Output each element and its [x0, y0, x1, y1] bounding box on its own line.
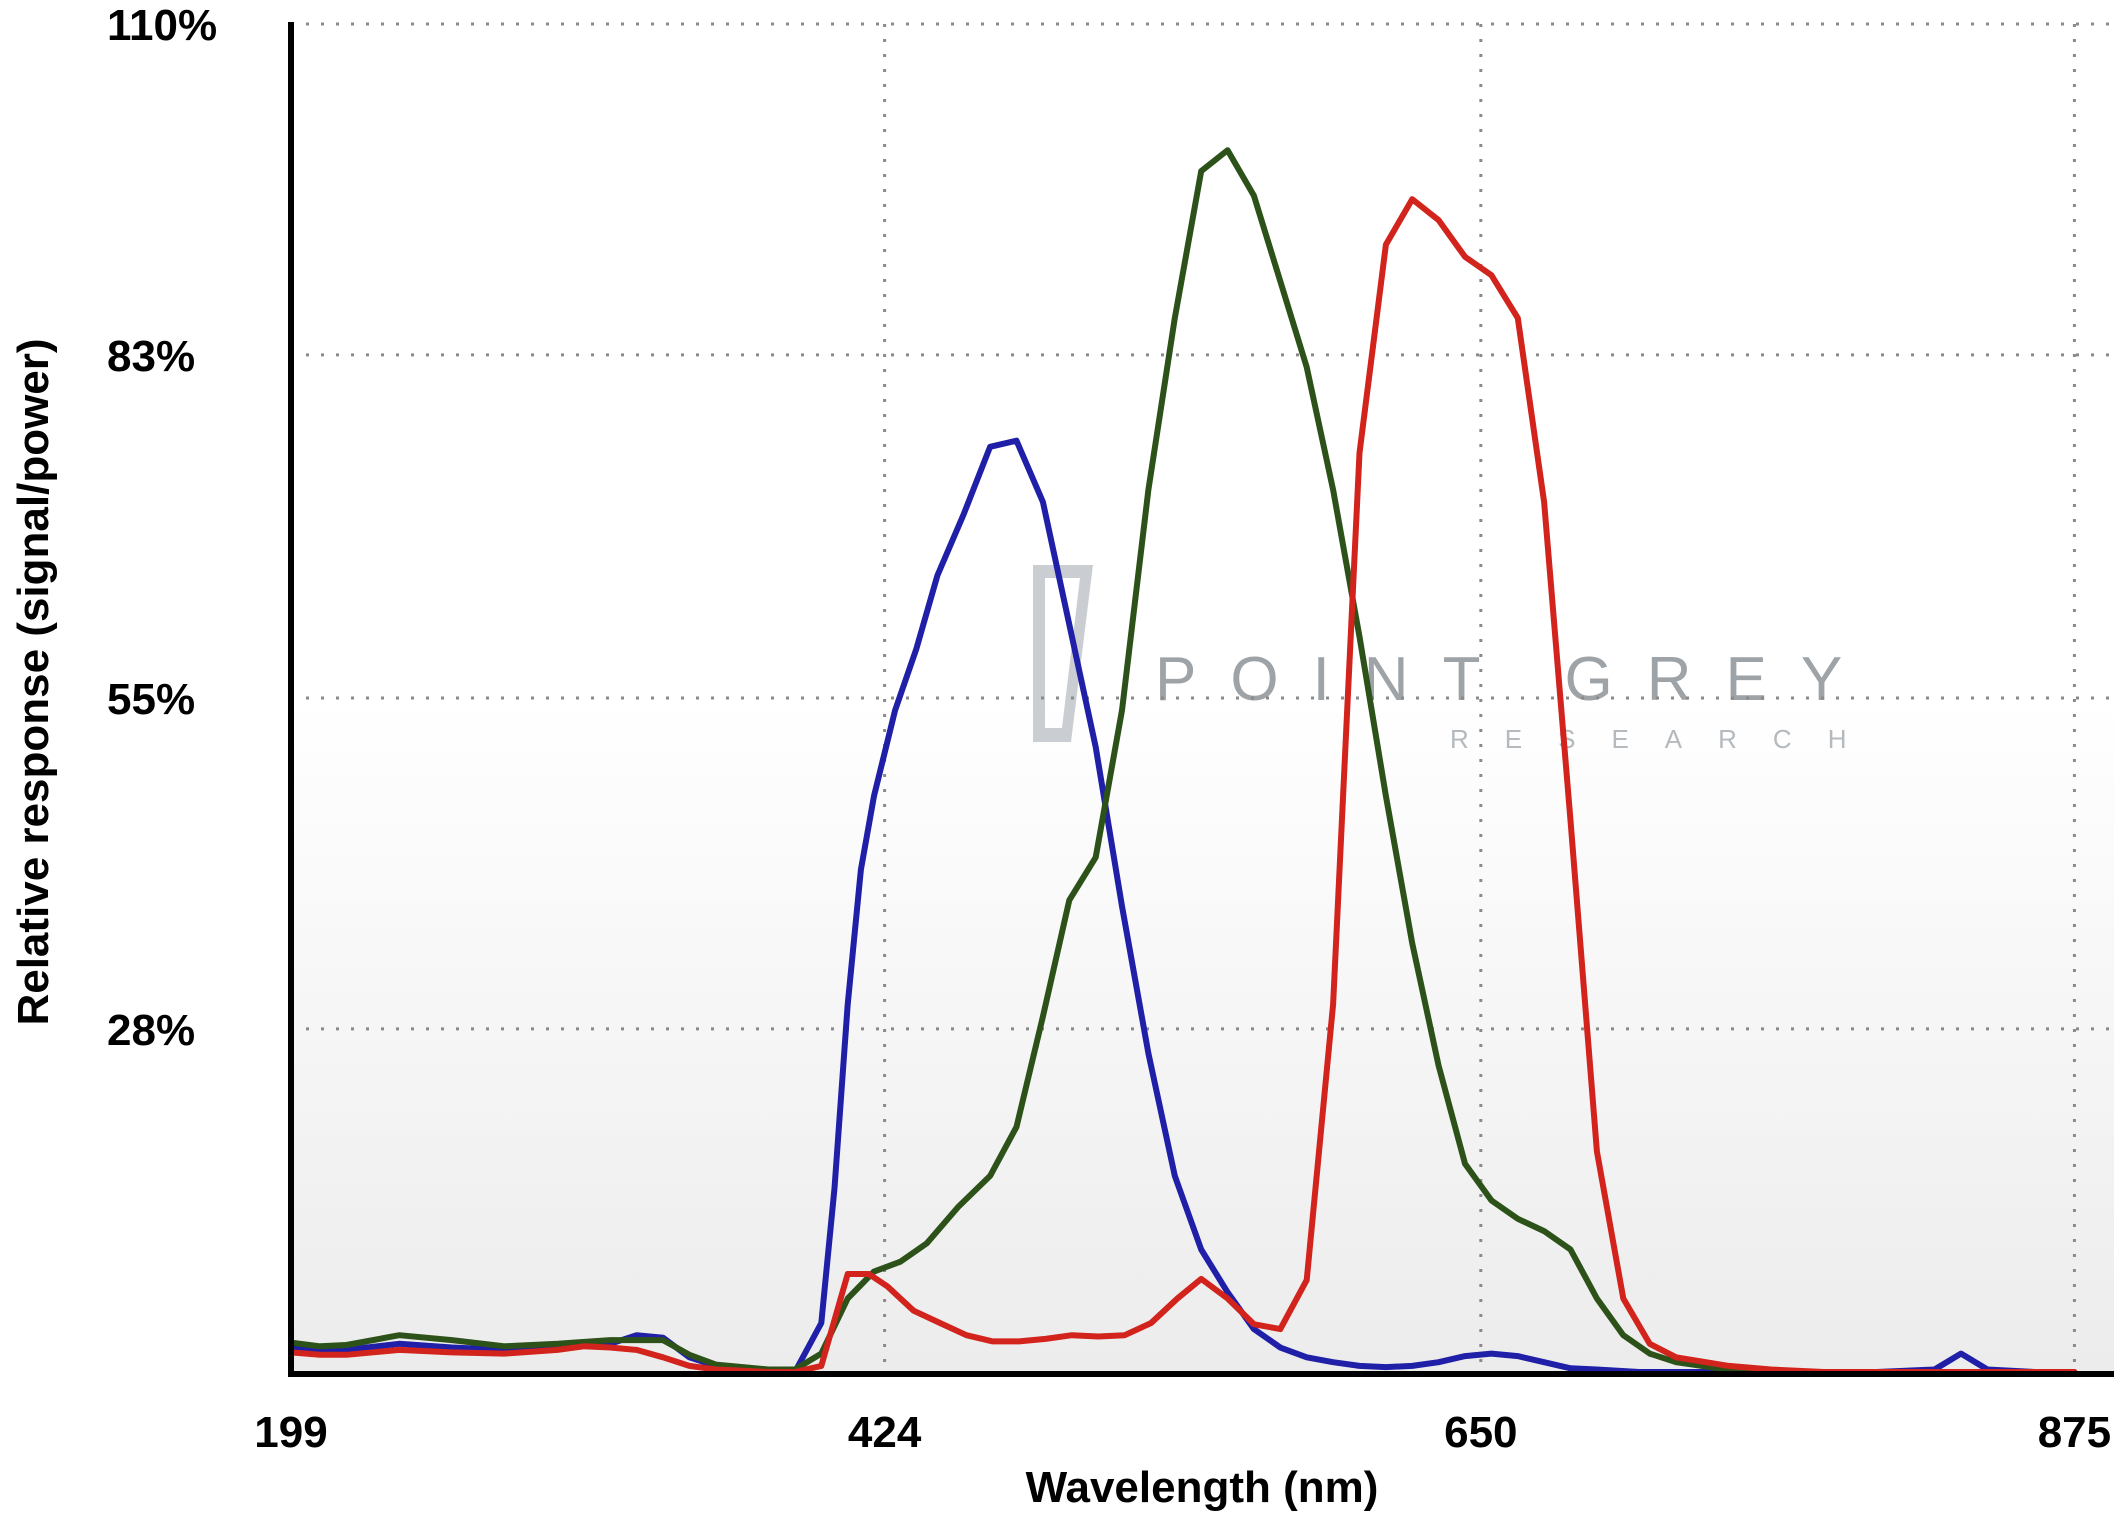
x-axis-title: Wavelength (nm)	[1026, 1463, 1379, 1512]
watermark-emblem	[1033, 565, 1093, 742]
watermark-logo: POINT GREY RESEARCH	[1033, 565, 1882, 754]
watermark-subtext: RESEARCH	[1450, 724, 1882, 754]
y-tick-label: 110%	[107, 1, 217, 50]
plot-background	[291, 24, 2114, 1372]
y-tick-label: 55%	[107, 675, 195, 724]
series-line-1	[288, 147, 2078, 1375]
y-axis-title: Relative response (signal/power)	[9, 338, 58, 1025]
x-tick-label: 424	[848, 1408, 922, 1457]
y-tick-labels: 28% 55% 83% 110%	[107, 1, 217, 1055]
y-tick-label: 28%	[107, 1006, 195, 1055]
y-tick-label: 83%	[107, 332, 195, 381]
series-layer	[288, 147, 2078, 1375]
x-tick-label: 199	[254, 1408, 327, 1457]
x-tick-labels: 199 424 650 875	[254, 1408, 2111, 1457]
watermark-text: POINT GREY	[1155, 645, 1876, 714]
series-line-2	[288, 196, 2078, 1375]
x-tick-label: 650	[1444, 1408, 1517, 1457]
x-tick-label: 875	[2038, 1408, 2111, 1457]
